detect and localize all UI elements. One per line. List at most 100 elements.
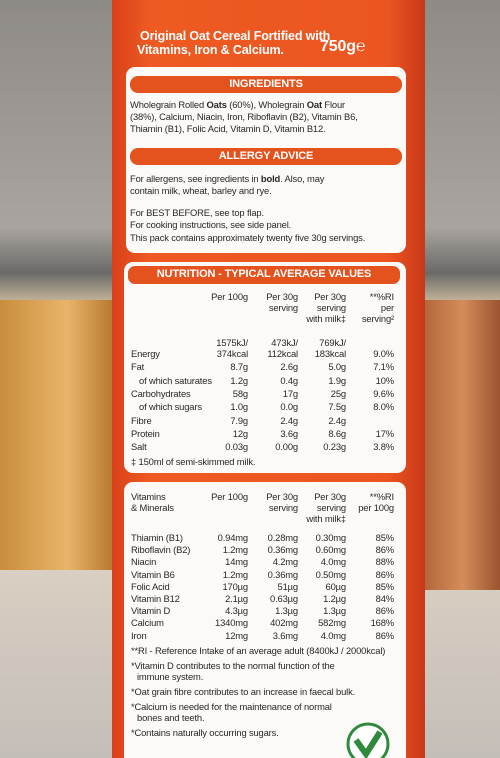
text-segment: . Also, may bbox=[280, 173, 325, 184]
column-header: Per 30g bbox=[314, 291, 346, 302]
section-heading: INGREDIENTS bbox=[229, 78, 303, 90]
table-cell: 3.6g bbox=[280, 427, 298, 439]
table-cell: 473kJ/ bbox=[271, 337, 298, 348]
table-cell: 0.23g bbox=[323, 441, 346, 453]
note-line: **RI - Reference Intake of an average ad… bbox=[131, 644, 386, 656]
column-header: serving bbox=[316, 502, 346, 513]
table-cell: 0.50mg bbox=[315, 568, 347, 580]
table-cell: 0.03g bbox=[225, 441, 248, 453]
title-line: Vitamins, Iron & Calcium. bbox=[137, 43, 284, 57]
row-name: Vitamin D bbox=[131, 605, 171, 617]
column-header: **%RI bbox=[369, 291, 394, 302]
row-name: Protein bbox=[131, 427, 160, 439]
table-cell: 7.5g bbox=[328, 401, 346, 413]
note-line: immune system. bbox=[137, 670, 204, 682]
table-cell: 7.9g bbox=[230, 414, 248, 426]
column-header: serving bbox=[316, 302, 346, 313]
row-name: Vitamins bbox=[131, 491, 166, 502]
table-cell: 4.0mg bbox=[320, 629, 346, 641]
note-line: *Vitamin D contributes to the normal fun… bbox=[131, 659, 335, 671]
text-segment: (60%), Wholegrain bbox=[226, 99, 307, 110]
row-name: Vitamin B12 bbox=[131, 593, 180, 604]
text-segment: bold bbox=[260, 173, 281, 184]
table-cell: 1340mg bbox=[215, 617, 248, 629]
row-name: Thiamin (B1) bbox=[131, 532, 183, 543]
row-name: Calcium bbox=[131, 617, 164, 629]
text-segment: Wholegrain Rolled bbox=[130, 99, 207, 110]
row-name: of which saturates bbox=[139, 374, 212, 386]
table-cell: 1.9g bbox=[328, 374, 346, 386]
table-cell: 60µg bbox=[325, 580, 347, 592]
table-cell: 7.1% bbox=[373, 361, 394, 373]
row-name: Fat bbox=[131, 361, 145, 373]
table-cell: 1.2mg bbox=[222, 568, 248, 580]
table-cell: 9.6% bbox=[373, 387, 394, 399]
table-cell: 14mg bbox=[225, 556, 248, 568]
text-segment: Flour bbox=[321, 99, 346, 110]
table-cell: 85% bbox=[375, 580, 394, 592]
table-cell: 51µg bbox=[277, 580, 299, 592]
table-cell: 86% bbox=[375, 544, 394, 556]
nutrition-panel bbox=[124, 262, 406, 473]
text-segment: Oat bbox=[306, 99, 322, 110]
column-header: Per 30g bbox=[266, 291, 298, 302]
table-cell: 168% bbox=[370, 617, 395, 629]
table-cell: 769kJ/ bbox=[319, 337, 346, 348]
title-line: Original Oat Cereal Fortified with bbox=[140, 29, 331, 43]
table-cell: 4.0mg bbox=[320, 556, 346, 568]
text-segment: Thiamin (B1), Folic Acid, Vitamin D, Vit… bbox=[130, 123, 326, 134]
table-cell: 88% bbox=[375, 556, 394, 568]
text-segment: (38%), Calcium, Niacin, Iron, Riboflavin… bbox=[130, 111, 358, 122]
ingredients-line: Wholegrain Rolled Oats (60%), Wholegrain… bbox=[130, 99, 345, 110]
column-header: per 100g bbox=[358, 502, 394, 513]
table-cell: 1.3µg bbox=[323, 605, 346, 617]
allergy-line: For cooking instructions, see side panel… bbox=[130, 219, 291, 230]
column-header: **%RI bbox=[369, 491, 394, 502]
column-header: Per 100g bbox=[211, 491, 248, 502]
table-cell: 4.2mg bbox=[272, 556, 298, 568]
note-line: *Contains naturally occurring sugars. bbox=[131, 726, 279, 738]
row-name: Niacin bbox=[131, 556, 157, 568]
table-cell: 0.36mg bbox=[267, 544, 299, 556]
allergy-line: This pack contains approximately twenty … bbox=[130, 232, 365, 243]
text-segment: Oats bbox=[206, 99, 227, 110]
table-cell: 1.3µg bbox=[275, 605, 298, 617]
column-header: Per 30g bbox=[266, 491, 298, 502]
allergy-band bbox=[130, 148, 402, 165]
table-cell: 1.2g bbox=[230, 374, 248, 386]
table-cell: 1.0g bbox=[230, 401, 248, 413]
table-cell: 0.36mg bbox=[267, 568, 299, 580]
column-header: serving bbox=[268, 502, 298, 513]
text-segment: For cooking instructions, see side panel… bbox=[130, 219, 292, 230]
vegetarian-logo bbox=[346, 722, 390, 758]
text-segment: contain milk, wheat, barley and rye. bbox=[130, 185, 272, 196]
column-header: serving² bbox=[361, 313, 394, 324]
table-cell: 183kcal bbox=[314, 348, 346, 359]
table-cell: 402mg bbox=[270, 617, 298, 629]
row-name: & Minerals bbox=[131, 502, 174, 513]
row-name: Vitamin B6 bbox=[131, 568, 175, 580]
table-cell: 0.00g bbox=[275, 441, 298, 453]
table-cell: 0.30mg bbox=[315, 532, 347, 543]
section-heading: ALLERGY ADVICE bbox=[218, 150, 314, 162]
table-cell: 582mg bbox=[318, 617, 346, 629]
row-name: Energy bbox=[131, 348, 160, 359]
ingredients-line: (38%), Calcium, Niacin, Iron, Riboflavin… bbox=[130, 111, 358, 122]
table-cell: 58g bbox=[232, 387, 248, 399]
table-cell: 86% bbox=[375, 629, 394, 641]
table-cell: 8.6g bbox=[328, 427, 346, 439]
row-name: Iron bbox=[131, 629, 147, 641]
column-header: with milk‡ bbox=[306, 513, 346, 524]
table-cell: 2.6g bbox=[280, 361, 298, 373]
row-name: Salt bbox=[131, 441, 147, 453]
table-cell: 12mg bbox=[225, 629, 248, 641]
pack-weight: 750g℮ bbox=[320, 38, 366, 55]
table-cell: 12g bbox=[232, 427, 248, 439]
note-line: bones and teeth. bbox=[137, 711, 205, 723]
row-name: Fibre bbox=[131, 414, 152, 426]
column-header: Per 100g bbox=[211, 291, 248, 302]
shelf-left bbox=[0, 300, 112, 570]
table-cell: 86% bbox=[375, 605, 394, 617]
row-name: of which sugars bbox=[139, 401, 202, 413]
row-name: Carbohydrates bbox=[131, 387, 191, 399]
